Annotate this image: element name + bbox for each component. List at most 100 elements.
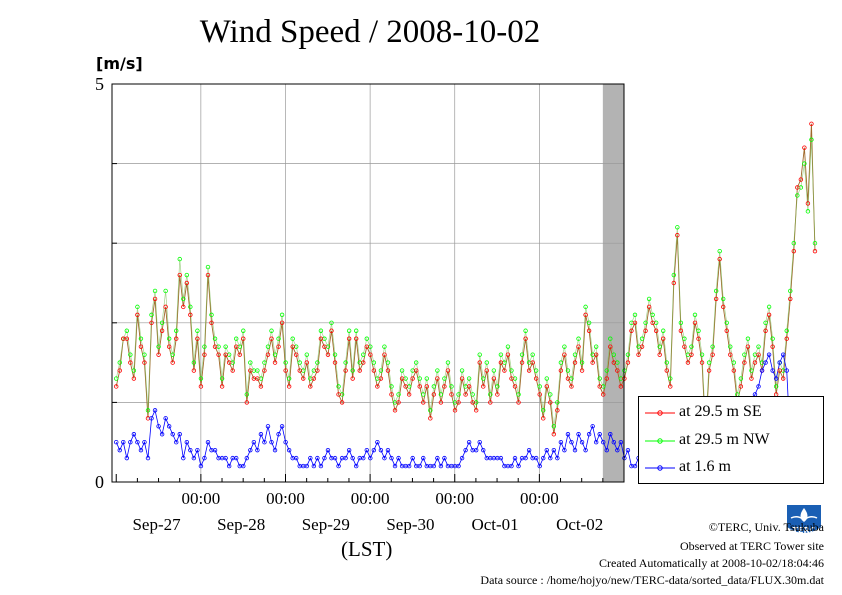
footer-site: Observed at TERC Tower site [679,539,824,553]
point-se [368,352,373,357]
point-se [601,392,606,397]
point-nw [456,392,461,397]
point-se [322,344,327,349]
point-nw [710,344,715,349]
point-low [128,440,133,445]
point-se [421,400,426,405]
point-nw [643,320,648,325]
point-low [205,440,211,445]
point-nw [286,376,292,381]
point-se [159,328,165,333]
point-low [163,416,168,421]
point-low [170,432,175,437]
point-nw [530,352,535,357]
point-nw [428,408,433,413]
point-se [583,312,588,318]
point-low [523,455,528,461]
point-se [555,408,560,413]
point-se [795,185,800,190]
point-se [788,296,793,302]
point-nw [385,360,391,365]
footer-source: Data source : /home/hojyo/new/TERC-data/… [480,573,824,587]
plot-frame [111,83,625,483]
point-se [392,408,398,413]
point-nw [671,272,677,278]
point-low [431,463,437,469]
point-nw [548,392,553,397]
point-nw [170,352,175,357]
point-nw [812,240,818,246]
point-low [378,447,384,453]
point-se [643,328,648,333]
point-low [537,463,542,469]
point-nw [805,209,811,214]
point-nw [766,304,772,310]
point-nw [343,360,348,365]
point-nw [742,352,747,357]
point-low [124,455,130,461]
point-se [505,352,511,357]
point-se [389,392,394,397]
point-low [265,424,271,429]
point-se [354,336,359,341]
point-low [131,432,137,437]
point-low [569,440,574,445]
point-se [639,344,645,349]
point-low [166,424,172,429]
point-low [276,432,281,437]
point-nw [413,360,419,365]
point-nw [809,137,814,142]
point-se [258,384,264,389]
point-nw [699,352,705,357]
point-nw [279,312,285,318]
point-nw [604,368,609,373]
point-se [431,392,437,397]
point-se [491,376,497,381]
point-nw [664,360,669,365]
point-se [745,344,751,349]
point-se [784,336,789,341]
point-low [269,440,274,445]
point-nw [466,376,472,381]
point-nw [586,320,592,325]
point-se [325,352,331,357]
point-se [435,376,440,381]
point-low [174,440,179,445]
point-low [346,447,352,453]
point-nw [135,304,140,310]
point-se [149,320,154,325]
point-nw [364,336,369,341]
point-se [728,352,733,357]
point-se [152,296,158,302]
point-low [371,447,377,453]
point-se [477,360,482,365]
point-nw [572,352,578,357]
point-se [533,376,539,381]
point-nw [209,312,214,318]
point-se [244,400,250,405]
point-low [354,463,359,469]
point-se [805,201,811,206]
point-nw [516,392,521,397]
point-nw [417,376,422,381]
point-nw [802,161,807,166]
point-se [286,384,292,389]
point-se [428,416,433,421]
x-time-label: 00:00 [520,489,559,508]
point-se [629,328,634,333]
point-low [382,455,387,461]
point-low [368,455,373,461]
point-se [558,368,564,373]
point-low [149,416,154,421]
legend-swatch-nw [645,438,675,444]
point-se [403,384,408,389]
point-nw [706,360,712,365]
point-low [597,432,602,437]
point-se [226,360,232,365]
terc-logo: TERC [785,503,823,539]
point-nw [255,368,260,373]
point-se [586,328,592,333]
point-se [311,376,317,381]
